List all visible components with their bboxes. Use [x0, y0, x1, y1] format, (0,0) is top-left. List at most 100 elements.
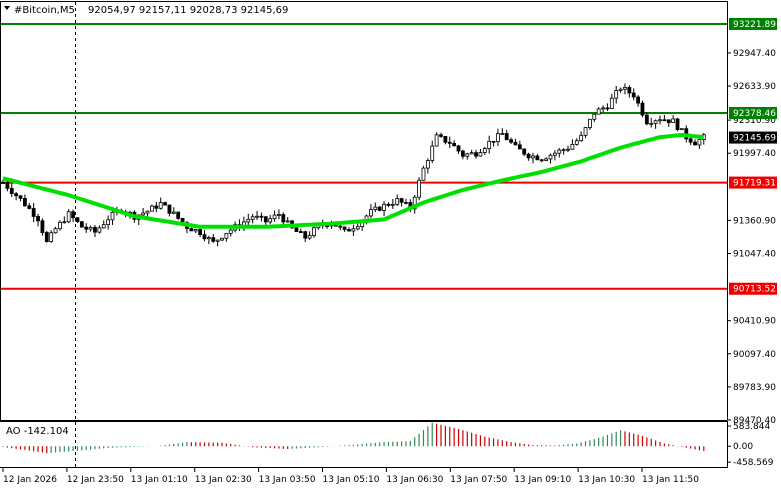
candle-body — [526, 153, 531, 159]
ao-histogram — [2, 422, 705, 454]
x-tick-label: 12 Jan 2026 — [3, 475, 57, 485]
dropdown-triangle-icon[interactable] — [4, 6, 10, 10]
candle-body — [548, 154, 553, 160]
candle-body — [351, 228, 356, 232]
candle-body — [601, 107, 605, 110]
candle-body — [482, 148, 487, 153]
candle-body — [509, 139, 513, 143]
candle-body — [198, 229, 203, 235]
candle-body — [566, 148, 570, 151]
candle-body — [404, 201, 408, 204]
level-price-box — [729, 282, 777, 295]
candle-body — [44, 232, 49, 242]
candle-body — [627, 86, 632, 94]
candle-body — [263, 216, 268, 223]
candle-body — [369, 209, 373, 217]
candle-body — [281, 214, 286, 223]
ao-tick-label: 583.844 — [733, 422, 770, 432]
candle-body — [62, 221, 67, 224]
x-tick-label: 12 Jan 23:50 — [67, 475, 124, 485]
y-tick-label: 89470.40 — [733, 416, 776, 426]
y-axis-ticks: 92947.40 92633.90 92310.90 91997.40 91360.90… — [727, 49, 776, 426]
candle-body — [84, 226, 89, 230]
candle-body — [552, 152, 557, 156]
candle-body — [220, 237, 224, 241]
candle-body — [596, 108, 601, 115]
x-tick-label: 13 Jan 03:50 — [259, 475, 316, 485]
x-tick-label: 13 Jan 11:50 — [642, 475, 699, 485]
candle-body — [246, 218, 251, 223]
candle-body — [478, 152, 483, 157]
level-price-box — [729, 106, 777, 119]
candle-body — [513, 141, 518, 146]
x-tick-label: 13 Jan 06:30 — [386, 475, 443, 485]
candle-body — [666, 119, 671, 123]
candle-body — [623, 86, 627, 90]
y-tick-label: 90410.90 — [733, 317, 776, 327]
y-tick-label: 92310.90 — [733, 116, 776, 126]
candle-body — [539, 159, 544, 162]
candle-body — [417, 179, 422, 198]
current-price-label: 92145.69 — [733, 134, 776, 144]
x-tick-label: 13 Jan 09:10 — [514, 475, 571, 485]
x-tick-label: 13 Jan 02:30 — [195, 475, 252, 485]
candle-body — [167, 204, 172, 214]
x-tick-label: 13 Jan 01:10 — [131, 475, 188, 485]
candle-body — [14, 193, 19, 197]
candle-body — [158, 202, 163, 209]
y-tick-label: 92947.40 — [733, 49, 776, 59]
candle-body — [487, 140, 492, 149]
level-price-box — [729, 17, 777, 30]
candle-body — [504, 133, 509, 141]
candle-body — [386, 203, 391, 206]
candle-body — [688, 138, 693, 143]
candle-body — [531, 155, 535, 159]
candle-body — [224, 232, 229, 239]
y-tick-label: 92633.90 — [733, 82, 776, 92]
candle-body — [421, 167, 426, 181]
candle-body — [255, 215, 259, 218]
candle-body — [583, 127, 588, 136]
y-tick-label: 91047.40 — [733, 249, 776, 259]
candle-body — [49, 232, 54, 242]
candle-body — [163, 202, 167, 206]
candle-body — [373, 206, 378, 211]
candle-body — [298, 231, 303, 233]
candle-body — [443, 136, 448, 143]
candle-body — [377, 206, 382, 211]
candle-body — [653, 120, 658, 124]
candle-body — [355, 226, 360, 230]
level-price-label: 91719.31 — [733, 179, 776, 189]
candle-body — [71, 211, 75, 219]
candle-body — [145, 210, 150, 214]
level-price-labels: 93221.89 92378.46 91719.31 90713.52 92145.69 — [729, 17, 777, 295]
candle-body — [272, 214, 277, 220]
candle-body — [312, 227, 316, 236]
candle-body — [618, 88, 623, 91]
candle-body — [18, 195, 23, 199]
candle-body — [697, 139, 702, 146]
candle-body — [430, 145, 435, 161]
candle-body — [93, 227, 97, 233]
candle-body — [640, 102, 645, 116]
level-price-box — [729, 176, 777, 189]
candle-body — [1, 182, 5, 184]
candle-body — [211, 237, 216, 242]
candle-body — [636, 96, 640, 104]
candle-body — [66, 211, 71, 223]
ao-tick-label: -458.569 — [733, 458, 774, 468]
candle-body — [644, 114, 649, 125]
level-price-label: 93221.89 — [733, 20, 776, 30]
candle-body — [294, 227, 299, 232]
y-tick-label: 91997.40 — [733, 149, 776, 159]
candle-body — [79, 221, 84, 228]
candle-body — [491, 140, 496, 143]
candle-body — [88, 227, 93, 230]
x-tick-label: 13 Jan 10:30 — [578, 475, 635, 485]
candle-body — [605, 107, 610, 110]
ao-tick-label: 0.00 — [733, 442, 753, 452]
candle-body — [27, 205, 32, 209]
candle-body — [570, 143, 575, 150]
candle-body — [342, 226, 347, 230]
